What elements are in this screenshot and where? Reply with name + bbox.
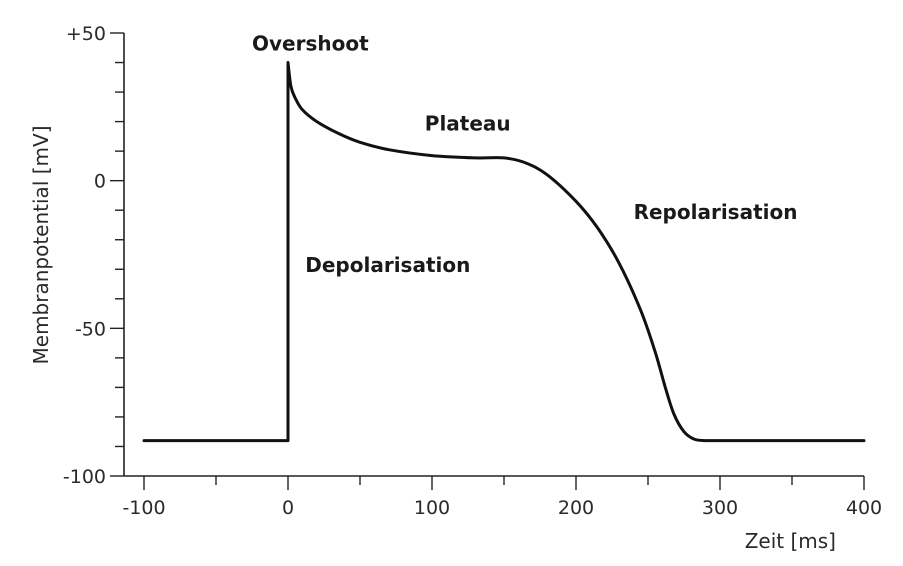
y-axis-label: Membranpotential [mV]	[29, 126, 53, 365]
annotation-label: Plateau	[425, 111, 511, 135]
x-tick-label: 200	[558, 497, 594, 519]
x-axis-label: Zeit [ms]	[745, 529, 836, 553]
y-tick-label: +50	[66, 23, 106, 45]
y-tick-label: -100	[63, 466, 106, 488]
annotations: Overshoot Plateau Repolarisation Depolarisa…	[252, 32, 797, 278]
x-tick-label: 0	[282, 497, 294, 519]
ticks: +50 0 -50 -100 -100 0 100 200 300 400	[63, 23, 882, 519]
series	[142, 61, 866, 443]
axes	[123, 33, 864, 477]
annotation-label: Depolarisation	[305, 253, 470, 277]
y-tick-label: 0	[94, 171, 106, 193]
annotation-label: Repolarisation	[634, 200, 798, 224]
x-tick-label: 100	[414, 497, 450, 519]
x-tick-label: 300	[702, 497, 738, 519]
action-potential-line	[142, 61, 866, 443]
x-tick-label: 400	[846, 497, 882, 519]
annotation-label: Overshoot	[252, 32, 369, 56]
x-tick-label: -100	[122, 497, 165, 519]
y-tick-label: -50	[75, 318, 106, 340]
